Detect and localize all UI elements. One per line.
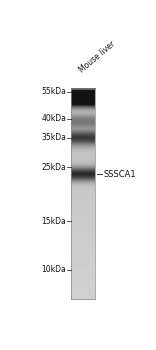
Text: SSSCA1: SSSCA1 — [104, 169, 136, 178]
Text: 25kDa: 25kDa — [41, 163, 66, 172]
Text: Mouse liver: Mouse liver — [77, 39, 117, 74]
Text: 40kDa: 40kDa — [41, 114, 66, 123]
Text: 15kDa: 15kDa — [41, 217, 66, 226]
Text: 10kDa: 10kDa — [41, 265, 66, 274]
Text: 35kDa: 35kDa — [41, 133, 66, 142]
Text: 55kDa: 55kDa — [41, 88, 66, 96]
